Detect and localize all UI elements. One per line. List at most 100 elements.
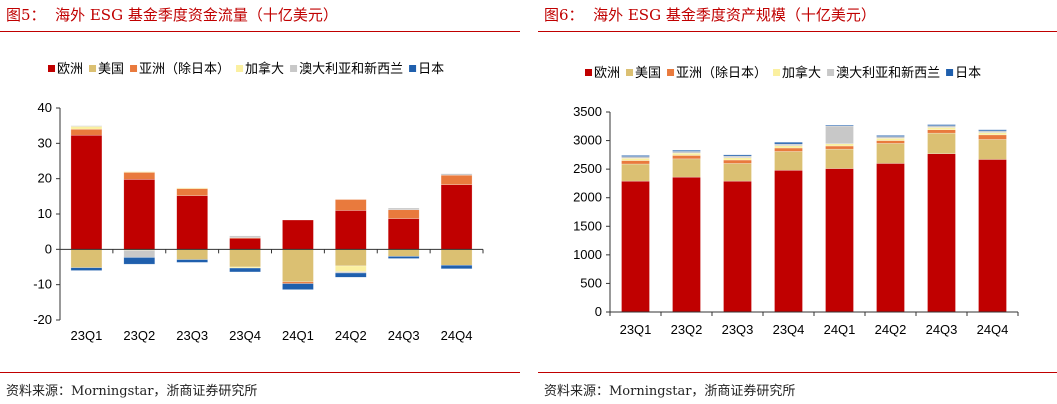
chart2-bar-segment	[723, 157, 752, 161]
chart1-legend-swatch	[409, 65, 417, 72]
chart1-title-rule	[0, 31, 520, 32]
chart2-legend-swatch	[773, 69, 781, 76]
chart1-y-tick-label: -10	[33, 277, 52, 292]
chart1-bar-segment	[70, 249, 103, 268]
chart2-y-tick-label: 500	[580, 275, 602, 290]
chart2-bar-segment	[876, 138, 905, 141]
chart2-bar-segment	[621, 155, 650, 157]
chart1-bar-segment	[440, 174, 473, 185]
chart1-bar-segment	[282, 219, 314, 250]
chart1-bar-segment	[70, 267, 103, 271]
chart2-bar-segment	[825, 145, 854, 150]
chart2-bar-segment	[927, 125, 956, 128]
chart1-bar-segment	[387, 256, 420, 259]
chart2-bar-segment	[774, 143, 803, 146]
chart2-bar-segment	[723, 180, 752, 313]
chart1-legend-swatch	[48, 65, 55, 72]
chart1-source-rule	[0, 372, 520, 373]
chart1-bar-segment	[123, 171, 156, 173]
chart2-bar-segment	[825, 148, 854, 169]
chart2-bar-segment	[672, 176, 701, 313]
chart2-bar-segment	[621, 156, 650, 159]
chart2-bar-segment	[672, 151, 701, 154]
chart2-x-tick-label: 24Q3	[926, 322, 958, 337]
chart1-bar-segment	[229, 235, 261, 238]
chart2-legend-swatch	[827, 69, 835, 76]
chart1-x-tick-label: 24Q4	[441, 328, 473, 343]
chart1-legend-label: 加拿大	[245, 61, 284, 76]
chart2-bar-segment	[978, 130, 1007, 133]
chart2-bar-segment	[621, 158, 650, 161]
chart1-bar-segment	[335, 272, 367, 278]
chart2-bar-segment	[774, 151, 803, 171]
chart1-bar-segment	[335, 199, 367, 211]
chart2-bar-segment	[672, 152, 701, 156]
chart1-bar-segment	[123, 250, 156, 258]
chart1-x-tick-label: 24Q2	[335, 328, 367, 343]
chart2-bar-segment	[978, 139, 1007, 160]
chart2-bar-segment	[774, 147, 803, 152]
chart2-bar-segment	[825, 143, 854, 147]
chart2-bar-segment	[876, 140, 905, 144]
chart1-bar-segment	[70, 128, 103, 136]
chart2-x-tick-label: 23Q2	[671, 322, 703, 337]
chart2-bar-segment	[621, 160, 650, 165]
chart1-y-tick-label: 30	[38, 135, 52, 150]
chart1-legend-label: 亚洲（除日本）	[139, 61, 230, 76]
chart2-bar-segment	[876, 135, 905, 137]
chart2-legend-swatch	[946, 69, 954, 76]
chart1-bar-segment	[440, 249, 473, 266]
chart2-bar-segment	[723, 163, 752, 182]
chart1-source: 资料来源：Morningstar，浙商证券研究所	[6, 384, 258, 399]
chart1-bar-segment	[282, 249, 314, 283]
chart2-bar-segment	[621, 163, 650, 182]
chart1-legend-label: 欧洲	[57, 61, 83, 76]
chart1-x-tick-label: 23Q4	[229, 328, 261, 343]
chart1-bar-segment	[70, 126, 103, 130]
chart2-y-tick-label: 1500	[573, 218, 602, 233]
chart2-bar-segment	[978, 132, 1007, 136]
chart2-title: 图6： 海外 ESG 基金季度资产规模（十亿美元）	[544, 6, 876, 24]
chart2-legend-label: 欧洲	[594, 65, 620, 80]
chart2-bar-segment	[927, 132, 956, 154]
chart1-bar-segment	[387, 249, 420, 257]
chart2-x-tick-label: 23Q3	[722, 322, 754, 337]
chart2-bar-segment	[927, 153, 956, 313]
chart1-bar-segment	[176, 249, 208, 260]
chart2-y-tick-label: 3500	[573, 104, 602, 119]
chart2-legend-label: 澳大利亚和新西兰	[836, 65, 940, 80]
chart1-bar-segment	[123, 172, 156, 180]
chart1-legend-swatch	[290, 65, 298, 72]
chart1-bar-segment	[335, 210, 367, 250]
chart2-bar-segment	[672, 150, 701, 152]
chart1-legend-swatch	[130, 65, 138, 72]
chart1-bar-segment	[229, 267, 261, 273]
chart1-bar-segment	[440, 264, 473, 270]
chart2-title-rule	[538, 31, 1057, 32]
chart2-y-tick-label: 2000	[573, 190, 602, 205]
chart2-x-tick-label: 24Q1	[824, 322, 856, 337]
chart1-title: 图5： 海外 ESG 基金季度资金流量（十亿美元）	[6, 6, 338, 24]
chart1-bar-segment	[176, 187, 208, 189]
chart2-bar-segment	[978, 129, 1007, 132]
chart1-y-tick-label: 10	[38, 206, 52, 221]
chart1-y-tick-label: 20	[38, 171, 52, 186]
chart2-bar-segment	[927, 127, 956, 130]
chart2-bar-segment	[927, 124, 956, 126]
chart2-source: 资料来源：Morningstar，浙商证券研究所	[544, 384, 796, 399]
chart2-bar-segment	[978, 159, 1007, 313]
chart2-bar-segment	[774, 142, 803, 145]
chart2-bar-segment	[825, 125, 854, 144]
chart1-bar-segment	[123, 179, 156, 250]
chart1-bar-segment	[335, 249, 367, 267]
chart2-bar-segment	[825, 168, 854, 313]
chart2-bar-segment	[774, 170, 803, 313]
chart1-bar-segment	[387, 218, 420, 250]
chart1-bar-segment	[282, 281, 314, 284]
chart2-bar-segment	[927, 129, 956, 134]
chart1-legend-label: 澳大利亚和新西兰	[299, 61, 403, 76]
chart1-bar-segment	[70, 125, 103, 127]
chart2-x-tick-label: 23Q1	[620, 322, 652, 337]
chart2-legend-swatch	[626, 69, 634, 76]
